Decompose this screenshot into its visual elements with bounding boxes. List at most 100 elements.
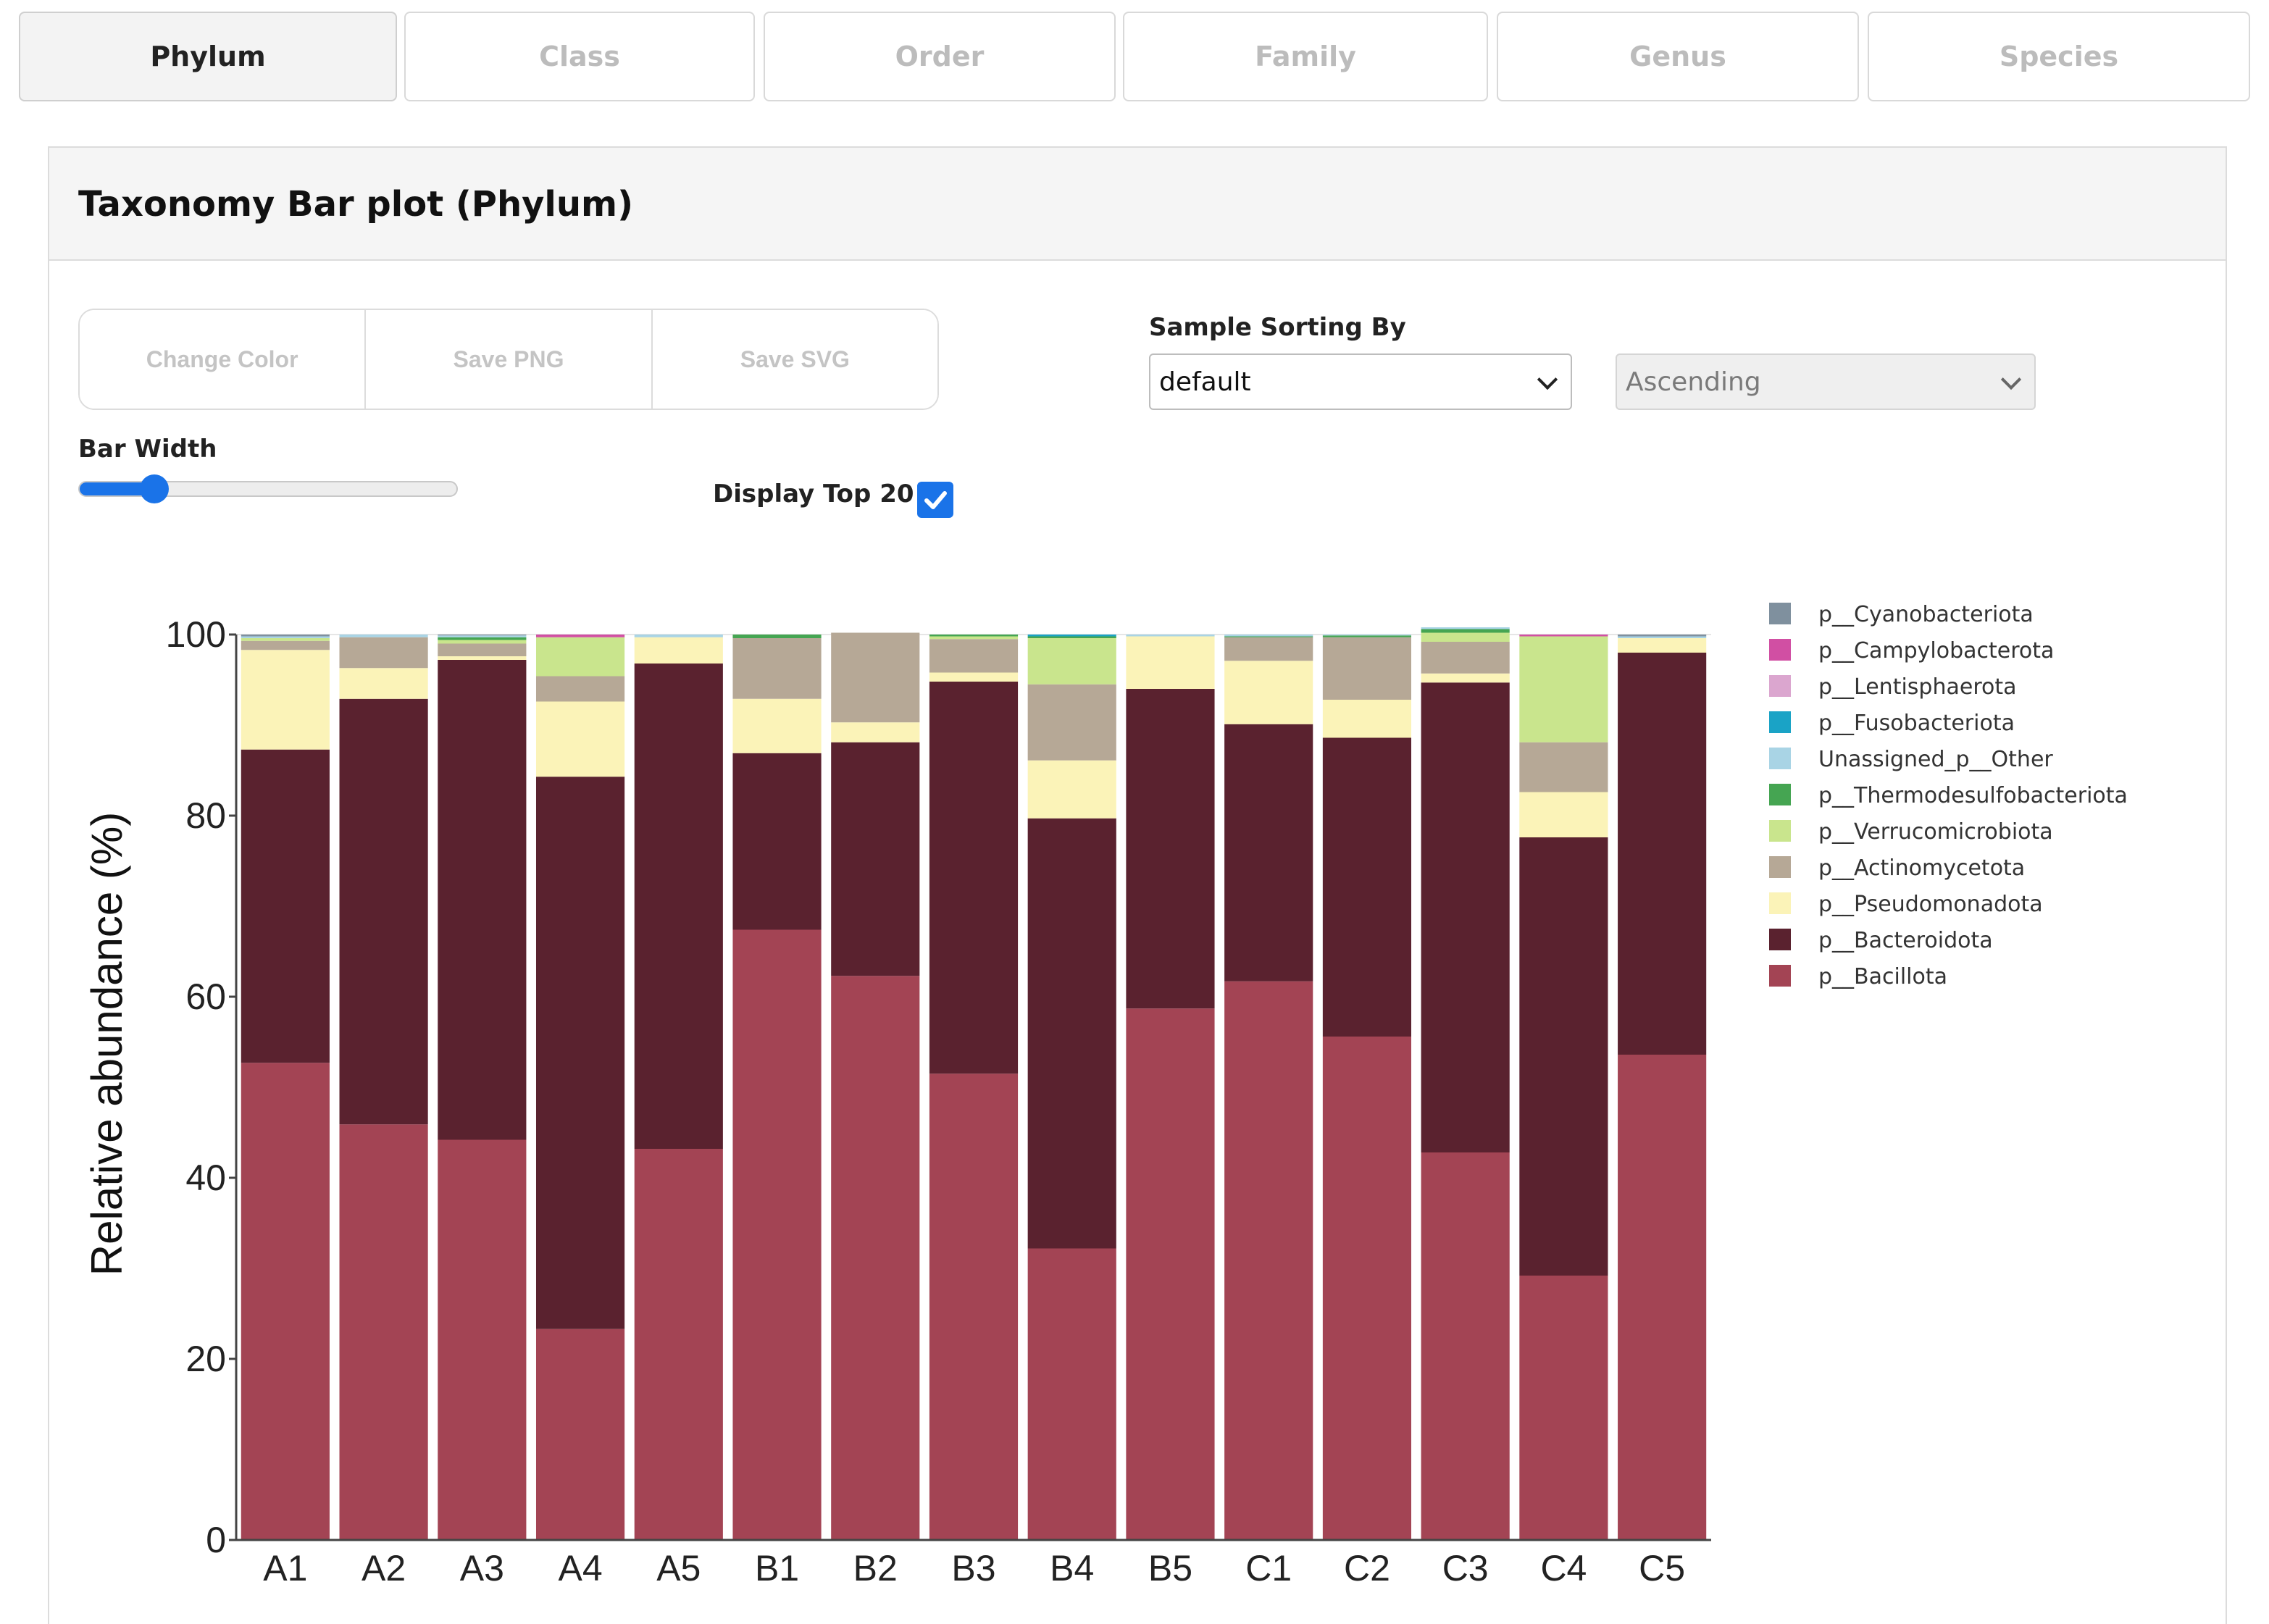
legend-label: p__Verrucomicrobiota [1818,819,2053,845]
bar-segment [1322,1037,1412,1540]
panel-header: Taxonomy Bar plot (Phylum) [49,148,2226,261]
bar-segment [1322,737,1412,1037]
bar-width-slider-thumb[interactable] [139,474,169,503]
x-tick-label: C1 [1245,1548,1292,1589]
display-top-checkbox[interactable] [917,482,953,518]
bar-segment [438,640,527,644]
tab-phylum[interactable]: Phylum [19,12,397,101]
x-tick-label: C5 [1639,1548,1685,1589]
bar-segment [241,635,330,637]
bar-segment [1126,689,1215,1009]
bar-segment [1126,1008,1215,1540]
legend-label: p__Bacteroidota [1818,928,1993,953]
legend-swatch [1769,603,1791,624]
bar-segment [1618,638,1707,653]
bar-segment [241,650,330,750]
bar-segment [1618,653,1707,1055]
bar-segment [1421,682,1510,1152]
bar-segment [1224,661,1313,724]
bar-segment [1027,684,1116,761]
legend-swatch [1769,711,1791,733]
bar-segment [1126,635,1215,637]
bar-segment [1618,635,1707,637]
bar-segment [1421,632,1510,642]
bar-segment [1421,629,1510,633]
legend-label: p__Lentisphaerota [1818,674,2017,700]
x-tick-label: B3 [951,1548,995,1589]
bar-segment [535,637,625,677]
legend-label: p__Thermodesulfobacteriota [1818,783,2128,808]
bar-segment [732,753,822,930]
bar-segment [535,701,625,777]
y-tick-label: 100 [166,614,226,655]
save-png-button[interactable]: Save PNG [364,310,651,409]
bar-segment [535,676,625,702]
bar-segment [1224,637,1313,661]
legend-label: p__Actinomycetota [1818,855,2025,881]
bar-segment [339,668,428,699]
bar-segment [438,656,527,660]
legend-label: p__Cyanobacteriota [1818,602,2034,627]
sorting-select[interactable]: default [1149,353,1572,410]
bar-segment [1126,636,1215,689]
tab-species[interactable]: Species [1868,12,2250,101]
change-color-button[interactable]: Change Color [80,310,365,409]
x-tick-label: A2 [362,1548,406,1589]
bar-segment [241,638,330,641]
bar-segment [634,635,723,637]
bar-segment [1519,837,1608,1276]
x-tick-label: A3 [460,1548,504,1589]
bar-segment [634,1149,723,1540]
legend-swatch [1769,820,1791,842]
legend-label: Unassigned_p__Other [1818,747,2053,772]
bar-width-slider-fill [80,482,156,495]
bar-segment [929,672,1019,682]
y-tick-label: 60 [185,976,226,1017]
x-tick-label: C4 [1540,1548,1587,1589]
bar-segment [634,637,723,664]
tab-order[interactable]: Order [764,12,1116,101]
bar-segment [831,742,920,976]
tab-family[interactable]: Family [1123,12,1488,101]
bar-segment [1224,981,1313,1540]
bar-segment [241,636,330,638]
bar-segment [339,637,428,669]
checkmark-icon [924,491,947,509]
bar-segment [1519,635,1608,637]
bar-segment [1421,627,1510,629]
x-tick-label: B5 [1148,1548,1192,1589]
legend-swatch [1769,929,1791,950]
x-tick-label: C2 [1344,1548,1390,1589]
tab-class[interactable]: Class [404,12,755,101]
y-tick-label: 0 [206,1520,226,1560]
legend-label: p__Fusobacteriota [1818,711,2015,736]
bar-segment [831,632,920,723]
sample-sorting-label: Sample Sorting By [1149,313,1406,342]
bar-segment [1322,637,1412,700]
bar-segment [1027,638,1116,685]
save-svg-button[interactable]: Save SVG [651,310,937,409]
bar-segment [535,777,625,1329]
tab-genus[interactable]: Genus [1497,12,1859,101]
legend-swatch [1769,892,1791,914]
bar-width-slider-track[interactable] [78,481,458,497]
legend-swatch [1769,675,1791,697]
bar-segment [535,1328,625,1540]
bar-segment [1519,636,1608,742]
bar-segment [1322,700,1412,738]
bar-segment [929,635,1019,637]
sort-order-select[interactable]: Ascending [1616,353,2036,410]
bar-segment [732,638,822,699]
page-title: Taxonomy Bar plot (Phylum) [78,184,634,225]
bar-segment [1027,636,1116,638]
bar-segment [831,976,920,1540]
x-tick-label: A5 [656,1548,701,1589]
bar-segment [732,929,822,1540]
bar-segment [1618,636,1707,638]
x-tick-label: B2 [853,1548,898,1589]
bar-segment [1224,724,1313,981]
bar-segment [1027,760,1116,819]
bar-segment [732,635,822,638]
bar-segment [438,637,527,640]
sort-order-selected-value: Ascending [1626,367,1761,397]
